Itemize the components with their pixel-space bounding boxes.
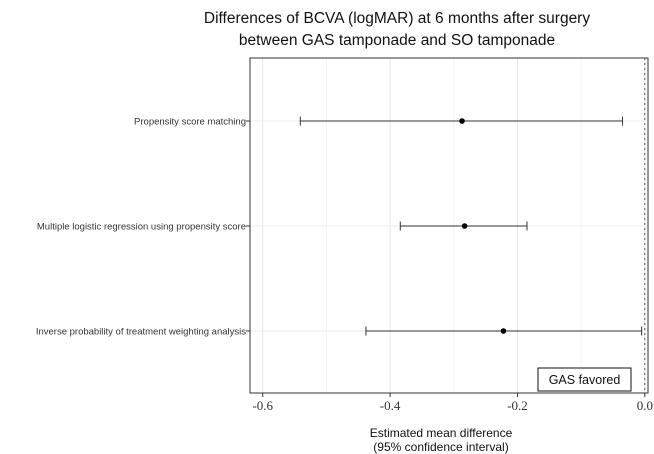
x-tick-label: -0.2 (507, 398, 528, 413)
estimate-row: Multiple logistic regression using prope… (37, 221, 528, 233)
estimate-row: Inverse probability of treatment weighti… (36, 326, 643, 338)
point-estimate (500, 328, 507, 334)
x-tick-label: -0.4 (380, 398, 401, 413)
annotation-frame (537, 367, 632, 392)
estimate-row: Propensity score matching (134, 116, 624, 128)
x-axis-ticks: -0.6 -0.4 -0.2 0.0 (252, 393, 653, 413)
chart-title-line-2: between GAS tamponade and SO tamponade (239, 32, 555, 49)
x-axis-title-line-1: Estimated mean difference (370, 426, 513, 440)
estimate-rows: Propensity score matching Multiple logist… (36, 116, 643, 338)
row-label: Propensity score matching (134, 117, 246, 128)
annotation-label: GAS favored (549, 373, 621, 387)
row-label: Multiple logistic regression using prope… (37, 222, 246, 233)
point-estimate (459, 118, 465, 124)
x-axis-title-line-2: (95% confidence interval) (373, 440, 508, 454)
point-estimate (461, 223, 468, 229)
annotation-box: GAS favored (537, 367, 632, 392)
x-tick-label: 0.0 (637, 398, 653, 413)
chart-title-line-1: Differences of BCVA (logMAR) at 6 months… (204, 10, 590, 27)
row-label: Inverse probability of treatment weighti… (36, 327, 246, 338)
x-tick-label: -0.6 (252, 398, 273, 413)
